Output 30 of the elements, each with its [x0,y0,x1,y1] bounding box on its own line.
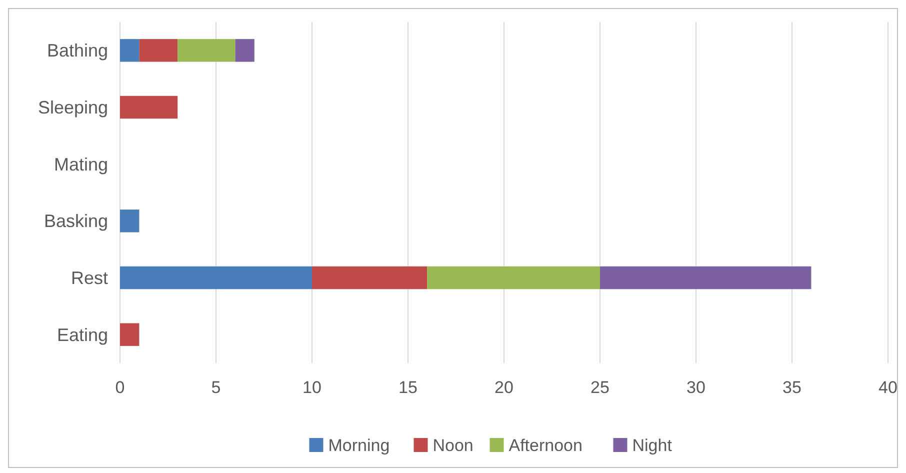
x-tick-label: 30 [686,378,706,397]
bar [600,266,812,290]
y-tick-label: Eating [56,324,108,345]
x-tick-label: 20 [494,378,514,397]
legend-label: Noon [432,436,474,455]
x-tick-label: 35 [782,378,802,397]
bar [120,323,140,346]
bar [120,210,140,232]
y-tick-label: Sleeping [38,98,108,118]
legend-label: Night [632,436,672,455]
x-tick-label: 0 [115,378,125,397]
bar [139,39,178,62]
bar [312,266,428,290]
y-tick-label: Basking [44,211,108,232]
y-tick-label: Rest [70,268,108,288]
x-tick-label: 5 [211,378,221,397]
x-tick-label: 10 [302,378,322,397]
y-tick-label: Mating [54,154,108,174]
y-tick-label: Bathing [46,40,108,61]
bar [120,96,178,119]
bar [178,39,236,62]
x-tick-label: 15 [398,378,418,397]
bar [427,266,600,290]
bar [120,39,140,62]
x-tick-label: 25 [590,378,610,397]
legend-label: Afternoon [508,436,582,455]
bar [235,39,254,62]
x-tick-label: 40 [878,378,898,397]
bar [120,266,312,290]
legend-label: Morning [328,436,390,455]
